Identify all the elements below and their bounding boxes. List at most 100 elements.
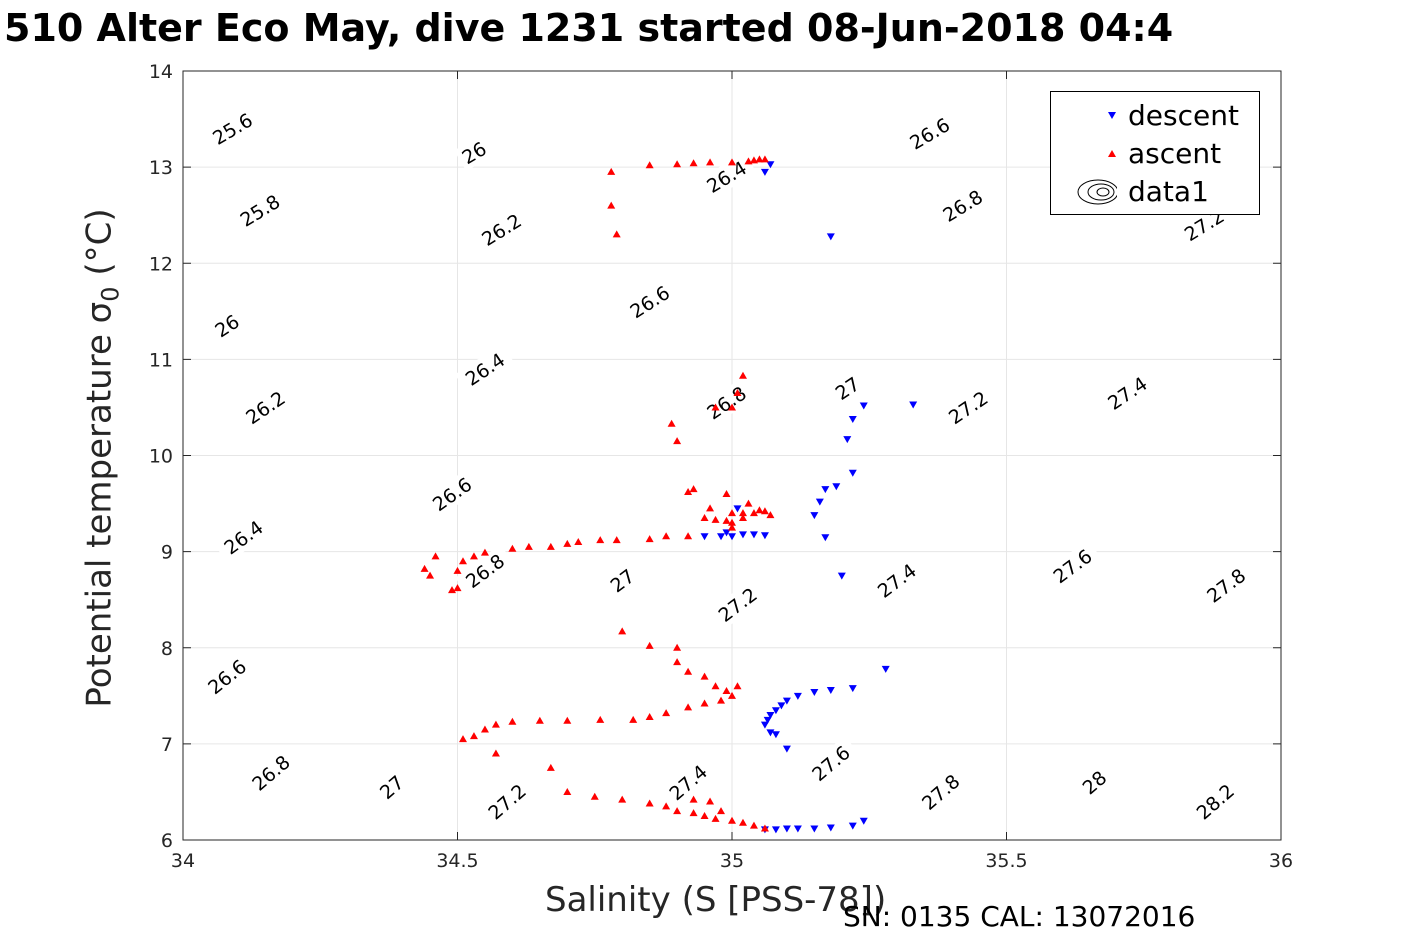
ascent-point	[667, 419, 676, 427]
ascent-point	[574, 538, 583, 546]
ascent-point	[563, 539, 572, 547]
descent-point	[848, 415, 857, 423]
ascent-point	[590, 792, 599, 800]
ascent-point	[738, 509, 747, 517]
ascent-point	[706, 797, 715, 805]
ascent-point	[706, 158, 715, 166]
contour-label-bg	[477, 774, 536, 829]
axes-box	[182, 70, 1282, 841]
contour-label-bg	[899, 108, 960, 159]
contour-label-bg	[229, 185, 291, 236]
ascent-point	[684, 488, 693, 496]
ascent-point	[596, 715, 605, 723]
ascent-point	[728, 403, 736, 411]
descent-point	[782, 697, 791, 705]
descent-point	[700, 533, 709, 541]
contour-label-bg	[235, 381, 296, 434]
ascent-point	[458, 735, 467, 743]
ascent-point	[728, 523, 736, 531]
ascent-point	[662, 802, 671, 810]
y-tick-label: 12	[149, 253, 173, 275]
descent-point	[760, 721, 769, 729]
ascent-point	[722, 489, 731, 497]
descent-point	[766, 161, 775, 169]
ascent-point	[469, 552, 478, 560]
series-markers	[420, 155, 918, 834]
x-tick-label: 36	[1269, 850, 1293, 872]
x-tick-label: 34.5	[436, 850, 478, 872]
contour-label-bg	[659, 754, 718, 810]
descent-point	[826, 824, 835, 832]
ascent-point	[491, 749, 500, 757]
contour-label-bg	[241, 745, 300, 800]
ascent-point	[689, 485, 698, 493]
contour-label-bg	[454, 134, 494, 172]
ascent-point	[448, 586, 457, 594]
ascent-point	[607, 167, 616, 175]
ascent-point	[684, 703, 693, 711]
ascent-point	[760, 507, 769, 515]
ascent-point	[733, 389, 742, 397]
legend-contour-icon	[1077, 179, 1117, 205]
ascent-point	[722, 687, 731, 695]
ascent-point	[717, 696, 726, 704]
contour-label-bg	[696, 151, 757, 202]
ascent-point	[717, 807, 726, 815]
chart-title: 510 Alter Eco May, dive 1231 started 08-…	[4, 6, 1174, 50]
contour-label-bg	[932, 180, 993, 231]
ascent-point	[700, 811, 709, 819]
ascent-point	[722, 516, 731, 524]
x-tick-label: 35	[720, 850, 744, 872]
contour-label-bg	[827, 369, 868, 408]
descent-point	[766, 712, 775, 720]
contour-label-bg	[213, 511, 274, 564]
axes	[182, 70, 1282, 841]
ascent-point	[738, 818, 747, 826]
ascent-point	[728, 158, 736, 166]
descent-point	[859, 817, 868, 825]
contour-label-bg	[867, 554, 927, 607]
ascent-point	[728, 691, 736, 699]
series-descent	[700, 161, 918, 834]
y-tick-label: 7	[161, 734, 173, 756]
y-axis-label-unit: (°C)	[79, 208, 120, 287]
contour-label-bg	[1074, 762, 1115, 802]
descent-point	[810, 688, 819, 696]
ascent-point	[673, 437, 682, 445]
ascent-point	[458, 557, 467, 565]
ascent-point	[629, 715, 638, 723]
series-ascent	[420, 155, 775, 832]
descent-point	[810, 512, 819, 520]
descent-point	[848, 822, 857, 830]
contour-label: 27	[827, 369, 868, 408]
contour-label-bg	[1097, 367, 1158, 419]
descent-point	[760, 532, 769, 540]
ascent-point	[689, 159, 698, 167]
y-tick-label: 9	[161, 542, 173, 564]
ascent-point	[728, 509, 736, 517]
descent-point	[881, 665, 890, 673]
contour-label-bg	[197, 649, 257, 704]
y-axis-label-subscript: 0	[96, 286, 125, 302]
ascent-point	[612, 536, 621, 544]
ascent-point	[749, 821, 758, 829]
descent-point	[738, 531, 747, 539]
descent-point	[728, 533, 736, 541]
ascent-point	[706, 504, 715, 512]
ascent-point	[524, 542, 533, 550]
ascent-point	[760, 824, 769, 832]
y-axis-label-greek: σ	[79, 301, 120, 324]
contour-label-bg	[422, 467, 482, 521]
legend-descent-label: descent	[1128, 99, 1239, 132]
descent-point	[826, 687, 835, 695]
ascent-point	[645, 799, 654, 807]
ascent-point	[546, 542, 555, 550]
contour-label-bg	[471, 204, 532, 255]
descent-point	[826, 233, 835, 241]
ascent-point	[673, 658, 682, 666]
contour-label-bg	[454, 343, 515, 395]
y-axis-label: Potential temperature σ0 (°C)	[80, 208, 125, 707]
ascent-point	[662, 532, 671, 540]
ascent-point	[563, 716, 572, 724]
ascent-point	[744, 157, 753, 165]
